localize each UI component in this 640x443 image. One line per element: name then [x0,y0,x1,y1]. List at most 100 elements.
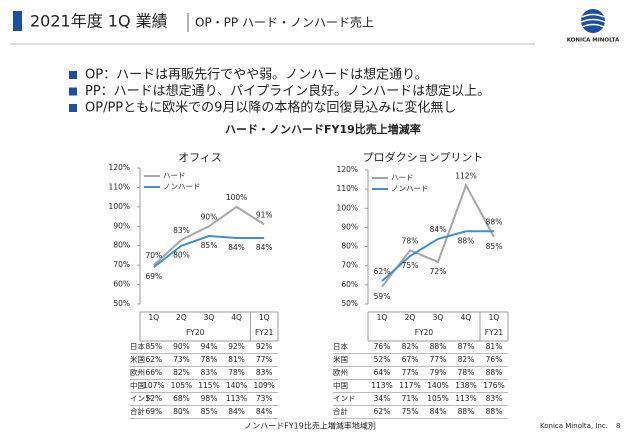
table-cell: 78% [458,368,475,377]
table-cell: 76% [374,342,391,351]
table-cell: 140% [226,381,247,390]
table-cell: 34% [374,394,391,403]
x-tick-label: 2Q [176,313,187,322]
table-row-label: 日本 [130,341,145,351]
series-line [153,205,265,266]
value-label: 70% [145,251,162,260]
value-label: 90% [201,212,218,221]
table-cell: 52% [374,355,391,364]
group-label: FY21 [255,328,274,337]
y-tick-label: 100% [337,203,358,212]
x-tick-label: 2Q [405,313,416,322]
bullet-square [69,71,77,79]
header-mark [13,11,22,31]
table-cell: 85% [201,407,218,416]
value-label: 80% [173,251,190,260]
table-cell: 78% [228,368,245,377]
value-label: 69% [145,272,162,281]
table-cell: 105% [171,381,192,390]
table-cell: 68% [173,394,190,403]
table-cell: 64% [374,368,391,377]
value-label: 88% [458,236,475,245]
table-cell: 81% [486,342,503,351]
x-tick-label: 1Q [148,313,159,322]
table-cell: 113% [455,394,476,403]
table-cell: 73% [256,394,273,403]
value-label: 85% [201,241,218,250]
y-tick-label: 80% [341,242,358,251]
table-row-label: 合計 [130,406,145,416]
table-cell: 88% [486,368,503,377]
group-label: FY20 [415,328,434,337]
bullet-text: PP：ハードは想定通り、パイプライン良好。ノンハードは想定以上。 [85,83,490,99]
series-line [381,182,495,288]
table-cell: 105% [427,394,448,403]
x-tick-label: 4Q [231,313,242,322]
table-row-label: 米国 [130,354,145,364]
table-cell: 62% [145,355,162,364]
table-cell: 52% [145,394,162,403]
x-tick-label: 1Q [377,313,388,322]
y-tick-label: 90% [341,222,358,231]
table-cell: 88% [430,342,447,351]
value-label: 62% [374,267,391,276]
table-cell: 84% [228,407,245,416]
value-label: 88% [486,217,503,226]
value-label: 112% [455,171,476,180]
table-caption: ノンハードFY19比売上増減率地域別 [244,421,376,431]
table-cell: 107% [143,381,164,390]
x-tick-label: 1Q [259,313,270,322]
table-cell: 84% [256,407,273,416]
x-tick-label: 3Q [433,313,444,322]
value-label: 72% [430,267,447,276]
table-cell: 94% [201,342,218,351]
table-cell: 76% [486,355,503,364]
legend-label: ノンハード [391,184,429,193]
table-cell: 83% [201,368,218,377]
table-cell: 71% [402,394,419,403]
legend-label: ハード [391,173,414,182]
table-cell: 81% [228,355,245,364]
value-label: 84% [256,243,273,252]
table-row-label: インド [130,394,153,403]
value-label: 75% [402,261,419,270]
table-row-label: 日本 [333,341,348,351]
value-label: 83% [173,226,190,235]
table-row-label: 合計 [333,406,348,416]
table-cell: 77% [430,355,447,364]
y-tick-label: 110% [337,184,358,193]
table-cell: 77% [256,355,273,364]
value-label: 85% [486,242,503,251]
x-tick-label: 3Q [204,313,215,322]
logo-lines [580,13,606,28]
table-cell: 109% [253,381,274,390]
table-cell: 83% [486,394,503,403]
table-row-label: 中国 [130,380,145,390]
table-cell: 92% [256,342,273,351]
table-cell: 83% [256,368,273,377]
y-tick-label: 110% [109,182,130,191]
chart-title: プロダクションプリント [363,150,484,164]
table-cell: 69% [145,407,162,416]
table-cell: 75% [402,407,419,416]
table-cell: 113% [371,381,392,390]
value-label: 100% [226,193,247,202]
table-cell: 82% [173,368,190,377]
table-cell: 66% [145,368,162,377]
footer-company: Konica Minolta, Inc. [540,422,608,430]
y-tick-label: 60% [341,280,358,289]
x-tick-label: 1Q [489,313,500,322]
section-title: ハード・ノンハードFY19比売上増減率 [225,122,421,136]
page-number: 8 [616,422,620,430]
y-tick-label: 120% [109,163,130,172]
y-tick-label: 50% [341,299,358,308]
table-cell: 84% [430,407,447,416]
table-cell: 62% [374,407,391,416]
table-cell: 88% [458,407,475,416]
x-tick-label: 4Q [461,313,472,322]
y-tick-label: 120% [337,165,358,174]
y-tick-label: 90% [113,221,130,230]
table-row-label: 欧州 [130,367,145,377]
series-line [381,230,494,282]
